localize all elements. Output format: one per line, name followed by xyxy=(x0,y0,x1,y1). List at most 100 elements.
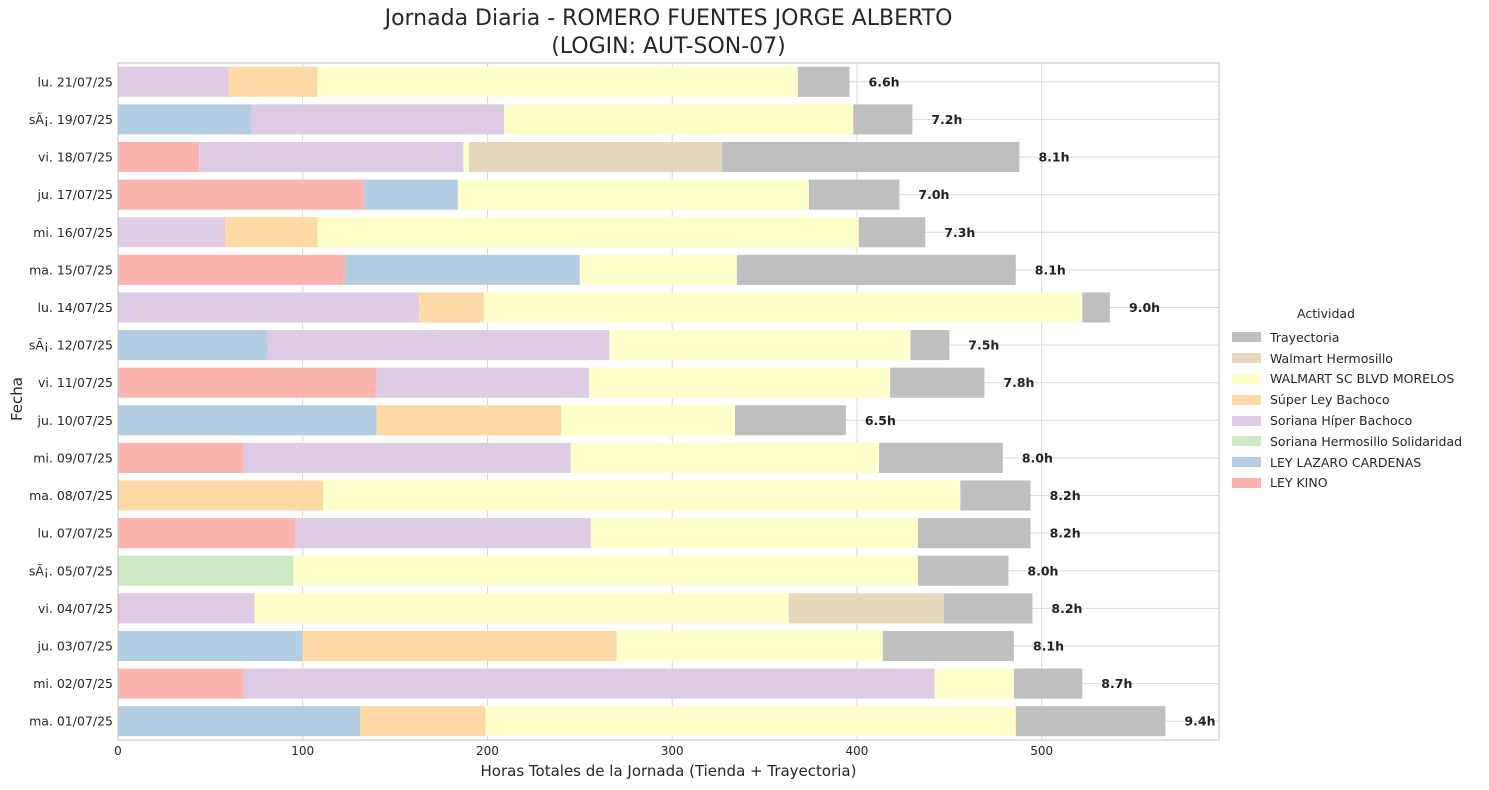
x-axis-label: Horas Totales de la Jornada (Tienda + Tr… xyxy=(480,762,857,780)
legend-entry: LEY LAZARO CARDENAS xyxy=(1226,452,1488,473)
bar-segment xyxy=(251,104,505,135)
y-tick-label: sÃ¡. 05/07/25 xyxy=(29,563,113,578)
bar-segment xyxy=(722,141,1020,173)
bar-segment xyxy=(589,367,891,398)
bar-segment xyxy=(118,668,244,699)
legend-swatch xyxy=(1232,353,1261,364)
bar-segment xyxy=(359,706,486,737)
legend-swatch xyxy=(1232,457,1261,468)
bar-segment xyxy=(118,555,294,586)
bar-segment xyxy=(917,555,1009,586)
bar-segment xyxy=(363,179,458,210)
bar-segment xyxy=(118,518,296,549)
legend-label: Soriana Híper Bachoco xyxy=(1270,413,1413,429)
bar-segment xyxy=(579,254,737,285)
bar-segment xyxy=(457,179,809,210)
bar-segment xyxy=(118,179,364,210)
bar-total-label: 9.0h xyxy=(1129,300,1160,315)
bar-total-label: 6.5h xyxy=(865,413,896,428)
bar-segment xyxy=(295,518,591,549)
bar-segment xyxy=(118,706,360,737)
plot-frame xyxy=(117,62,1220,741)
bar-segment xyxy=(118,405,377,436)
bar-segment xyxy=(736,254,1016,285)
y-tick-label: lu. 14/07/25 xyxy=(38,300,113,315)
x-tick-label: 200 xyxy=(476,744,499,758)
legend-label: LEY LAZARO CARDENAS xyxy=(1270,454,1422,470)
y-tick-label: ju. 10/07/25 xyxy=(37,413,113,428)
bar-segment xyxy=(118,254,346,285)
bar-total-label: 8.7h xyxy=(1101,676,1132,691)
bar-segment xyxy=(118,442,244,473)
y-tick-label: ma. 08/07/25 xyxy=(29,488,113,503)
bar-segment xyxy=(570,442,880,473)
legend: Actividad Trayectoria Walmart Hermosillo W… xyxy=(1226,306,1488,493)
bar-segment xyxy=(882,630,1014,662)
bar-segment xyxy=(118,292,420,323)
y-tick-label: mi. 02/07/25 xyxy=(33,676,113,691)
bar-total-label: 8.2h xyxy=(1051,601,1082,616)
bar-segment xyxy=(243,442,571,473)
bar-segment xyxy=(504,104,854,135)
bar-segment xyxy=(609,330,911,361)
bar-segment xyxy=(118,141,200,173)
bar-segment xyxy=(910,330,950,361)
bar-segment xyxy=(118,367,377,398)
y-tick-label: ju. 03/07/25 xyxy=(37,638,113,653)
legend-entry: Soriana Hermosillo Solidaridad xyxy=(1226,431,1488,452)
bar-segment xyxy=(323,480,961,511)
bar-segment xyxy=(858,217,926,248)
bar-segment xyxy=(199,141,464,173)
legend-label: LEY KINO xyxy=(1270,475,1328,491)
bar-total-label: 7.5h xyxy=(968,338,999,353)
bar-total-label: 8.0h xyxy=(1027,563,1058,578)
bar-segment xyxy=(317,66,798,97)
bar-segment xyxy=(853,104,913,135)
bar-segment xyxy=(808,179,900,210)
legend-entry: Soriana Híper Bachoco xyxy=(1226,410,1488,431)
legend-title: Actividad xyxy=(1297,306,1355,321)
bar-total-label: 8.2h xyxy=(1050,488,1081,503)
bar-segment xyxy=(1013,668,1083,699)
legend-swatch xyxy=(1232,477,1261,488)
legend-items: Trayectoria Walmart Hermosillo WALMART SC … xyxy=(1226,327,1488,493)
legend-swatch xyxy=(1232,394,1261,405)
legend-entry: Trayectoria xyxy=(1226,327,1488,348)
bar-segment xyxy=(302,630,617,662)
bar-total-label: 8.0h xyxy=(1022,450,1053,465)
y-tick-label: lu. 07/07/25 xyxy=(38,526,113,541)
bar-segment xyxy=(797,66,850,97)
bar-total-label: 7.3h xyxy=(944,225,975,240)
legend-swatch xyxy=(1232,373,1261,384)
bar-segment xyxy=(590,518,918,549)
bar-segment xyxy=(1082,292,1111,323)
bar-segment xyxy=(934,668,1014,699)
bar-segment xyxy=(419,292,484,323)
y-tick-label: sÃ¡. 12/07/25 xyxy=(29,338,113,353)
bar-total-label: 8.1h xyxy=(1038,150,1069,165)
bar-total-label: 6.6h xyxy=(869,74,900,89)
legend-label: Trayectoria xyxy=(1270,329,1340,345)
bar-segment xyxy=(616,630,883,662)
y-tick-label: ma. 01/07/25 xyxy=(29,714,113,729)
bar-segment xyxy=(788,593,944,624)
x-tick-label: 500 xyxy=(1030,744,1053,758)
x-tick-label: 400 xyxy=(845,744,868,758)
y-tick-label: vi. 04/07/25 xyxy=(38,601,113,616)
bar-segment xyxy=(243,668,935,699)
legend-entry: LEY KINO xyxy=(1226,473,1488,494)
legend-entry: Súper Ley Bachoco xyxy=(1226,389,1488,410)
bar-segment xyxy=(561,405,736,436)
bar-segment xyxy=(293,555,918,586)
y-tick-label: vi. 11/07/25 xyxy=(38,375,113,390)
y-tick-label: ju. 17/07/25 xyxy=(37,187,113,202)
bar-segment xyxy=(118,630,303,662)
y-tick-label: vi. 18/07/25 xyxy=(38,150,113,165)
bar-segment xyxy=(254,593,789,624)
legend-label: Súper Ley Bachoco xyxy=(1270,392,1390,408)
legend-entry: Walmart Hermosillo xyxy=(1226,348,1488,369)
legend-swatch xyxy=(1232,415,1261,426)
x-tick-label: 100 xyxy=(291,744,314,758)
